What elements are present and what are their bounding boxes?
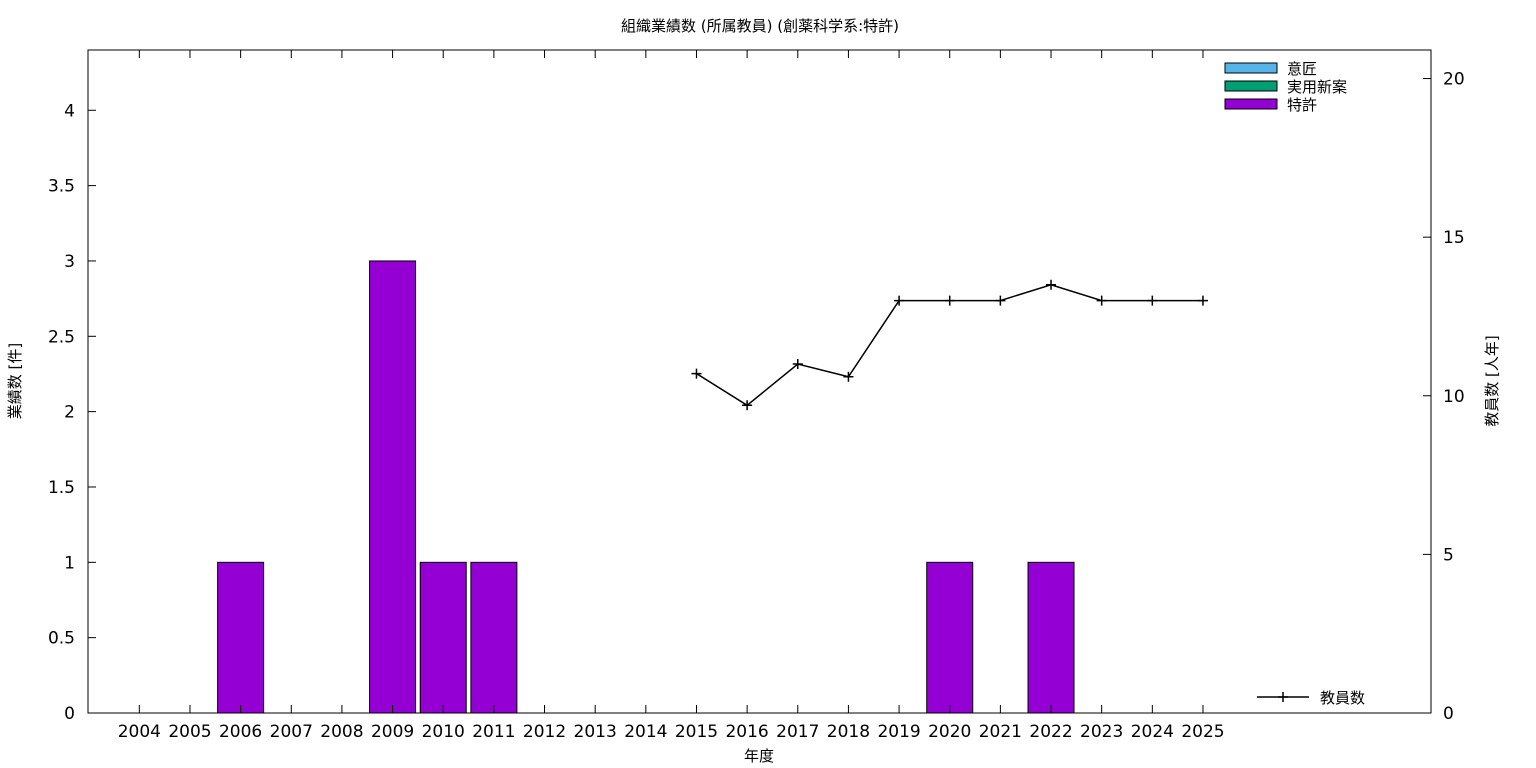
x-tick-label: 2006 [219,722,262,742]
legend-swatch [1224,62,1278,74]
plot-area [87,49,1432,714]
line-legend-label: 教員数 [1320,689,1365,707]
x-tick-label: 2020 [928,722,971,742]
line-point-marker [995,295,1006,306]
x-tick-label: 2009 [371,722,414,742]
line-point-marker [742,400,753,411]
y2-tick-label: 20 [1443,70,1465,90]
y-tick-label: 3.5 [48,177,75,197]
x-axis-label: 年度 [744,747,774,765]
x-tick-label: 2016 [725,722,768,742]
bars-layer [217,260,1075,714]
legend-swatch [1224,98,1278,110]
y-tick-label: 4 [64,101,75,121]
x-tick-label: 2025 [1181,722,1224,742]
line-point-marker [944,295,955,306]
x-tick-label: 2015 [675,722,718,742]
y-tick-label: 1.5 [48,478,75,498]
bar-2020 [926,561,974,714]
y-tick-label: 3 [64,252,75,272]
line-point-marker [843,371,854,382]
x-tick-label: 2011 [472,722,515,742]
x-tick-label: 2022 [1029,722,1072,742]
x-tick-label: 2024 [1131,722,1174,742]
line-layer [691,279,1208,411]
bar-2022 [1027,561,1075,714]
y2-tick-label: 5 [1443,545,1454,565]
x-tick-label: 2014 [624,722,667,742]
x-tick-label: 2004 [118,722,161,742]
x-tick-label: 2005 [168,722,211,742]
line-point-marker [1046,279,1057,290]
y-tick-label: 1 [64,553,75,573]
x-tick-label: 2019 [877,722,920,742]
x-tick-label: 2007 [270,722,313,742]
x-tick-label: 2010 [422,722,465,742]
y-axis-ticks: 0 0.5 1 1.5 2 2.5 3 3.5 4 [48,101,96,724]
legend-label: 特許 [1287,96,1317,114]
legend-label: 意匠 [1287,60,1317,78]
x-tick-label: 2013 [574,722,617,742]
x-tick-label: 2021 [979,722,1022,742]
y-axis-label: 業績数 [件] [6,343,24,419]
line-point-marker [691,368,702,379]
line-point-marker [1197,295,1208,306]
line-point-marker [894,295,905,306]
chart-title: 組織業績数 (所属教員) (創薬科学系:特許) [621,17,899,35]
x-tick-label: 2012 [523,722,566,742]
line-legend: 教員数 [1257,689,1365,707]
y-tick-label: 0 [64,704,75,724]
legend-swatch [1224,80,1278,92]
line-legend-marker [1278,692,1288,702]
y2-tick-label: 0 [1443,704,1454,724]
y2-tick-label: 10 [1443,387,1465,407]
y2-tick-label: 15 [1443,228,1465,248]
line-point-marker [792,359,803,370]
line-point-marker [1147,295,1158,306]
bar-2006 [217,561,265,714]
y-tick-label: 0.5 [48,629,75,649]
bar-2011 [470,561,518,714]
bar-2010 [419,561,467,714]
bar-2009 [369,260,417,714]
x-tick-label: 2023 [1080,722,1123,742]
y-tick-label: 2 [64,403,75,423]
y2-axis-label: 教員数 [人年] [1483,335,1501,426]
y2-axis-ticks: 0 5 10 15 20 [1423,70,1465,724]
line-point-marker [1096,295,1107,306]
y-tick-label: 2.5 [48,327,75,347]
legend-label: 実用新案 [1287,78,1347,96]
x-tick-label: 2017 [776,722,819,742]
x-tick-label: 2018 [827,722,870,742]
x-tick-label: 2008 [320,722,363,742]
x-axis-ticks: 2004 2005 2006 2007 2008 2009 2010 2011 2012 2013… [118,50,1225,742]
